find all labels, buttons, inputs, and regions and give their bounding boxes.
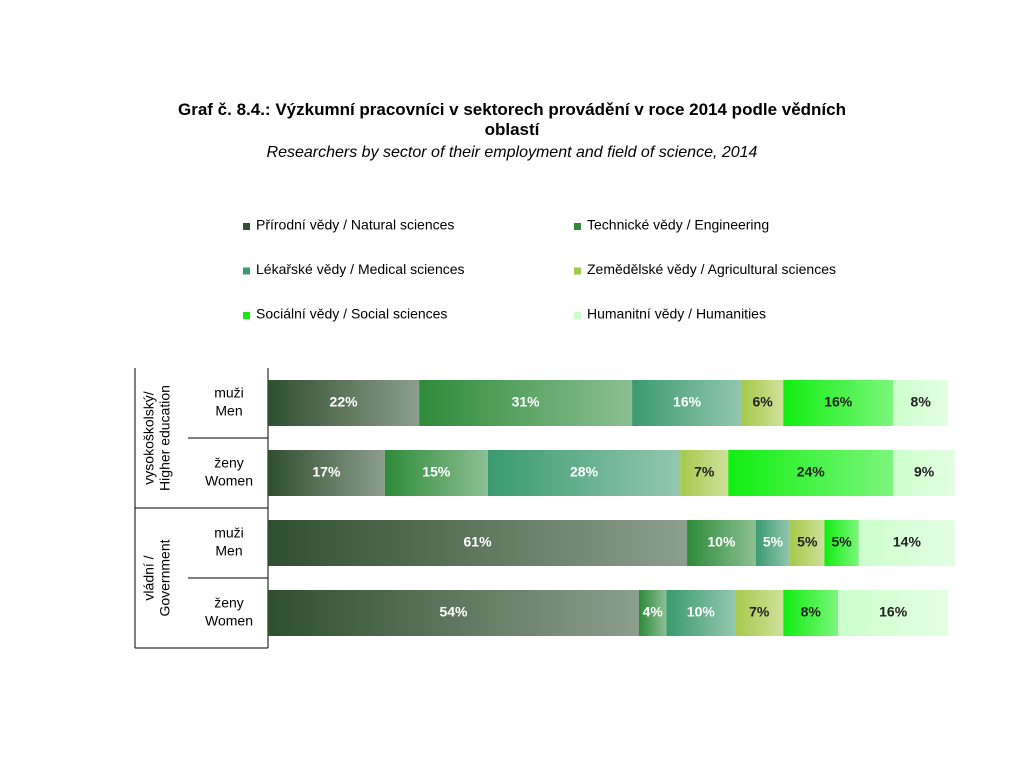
category-label: Men — [215, 403, 242, 419]
value-label: 4% — [643, 604, 664, 620]
legend-swatch — [574, 312, 581, 319]
legend-label: Lékařské vědy / Medical sciences — [256, 261, 465, 277]
bar-segment — [680, 450, 729, 496]
bar-segment — [268, 590, 639, 636]
value-label: 8% — [801, 604, 822, 620]
bar-segment — [666, 590, 736, 636]
category-label: muži — [214, 525, 244, 541]
bar-segment — [268, 450, 385, 496]
value-label: 5% — [832, 534, 853, 550]
legend-swatch — [243, 267, 250, 275]
category-label: Women — [205, 613, 253, 629]
bar-segment — [735, 590, 784, 636]
legend-label: Přírodní vědy / Natural sciences — [256, 217, 454, 233]
category-label: muži — [214, 385, 244, 401]
bar-segment — [824, 520, 859, 566]
legend-label: Sociální vědy / Social sciences — [256, 306, 447, 322]
legend-label: Zemědělské vědy / Agricultural sciences — [587, 261, 836, 277]
value-label: 31% — [512, 394, 541, 410]
chart-title: Graf č. 8.4.: Výzkumní pracovníci v sekt… — [178, 100, 846, 139]
legend-swatch — [574, 223, 581, 230]
value-label: 6% — [753, 394, 774, 410]
bar-segment — [728, 450, 894, 496]
value-label: 54% — [439, 604, 468, 620]
bar-segment — [783, 380, 894, 426]
value-label: 10% — [687, 604, 716, 620]
bar-segment — [638, 590, 667, 636]
value-label: 8% — [911, 394, 932, 410]
category-label: ženy — [214, 455, 244, 471]
bar-segment — [419, 380, 633, 426]
value-label: 5% — [763, 534, 784, 550]
bar-segment — [384, 450, 488, 496]
value-label: 16% — [824, 394, 853, 410]
legend-swatch — [243, 223, 250, 230]
legend-label: Humanitní vědy / Humanities — [587, 306, 766, 322]
bar-segment — [838, 590, 949, 636]
value-label: 15% — [422, 464, 451, 480]
legend-swatch — [574, 267, 581, 275]
category-label: Women — [205, 473, 253, 489]
value-label: 16% — [673, 394, 702, 410]
category-label: Men — [215, 543, 242, 559]
value-label: 16% — [879, 604, 908, 620]
category-label: ženy — [214, 595, 244, 611]
group-label: vysokoškolský/ — [141, 391, 157, 484]
value-label: 28% — [570, 464, 599, 480]
value-label: 61% — [464, 534, 493, 550]
bar-segment — [487, 450, 681, 496]
group-label: vládní / — [141, 555, 157, 600]
bar-segment — [268, 380, 420, 426]
bar-segment — [742, 380, 784, 426]
bar-segment — [858, 520, 955, 566]
bar-segment — [783, 590, 839, 636]
value-label: 7% — [749, 604, 770, 620]
group-label: Government — [157, 539, 173, 616]
group-label: Higher education — [157, 385, 173, 491]
value-label: 14% — [893, 534, 922, 550]
legend-label: Technické vědy / Engineering — [587, 217, 769, 233]
bar-segment — [268, 520, 688, 566]
value-label: 24% — [797, 464, 826, 480]
bar-segment — [687, 520, 756, 566]
bar-segment — [632, 380, 743, 426]
value-label: 9% — [914, 464, 935, 480]
legend-swatch — [243, 312, 250, 319]
value-label: 17% — [312, 464, 341, 480]
value-label: 22% — [330, 394, 359, 410]
bar-segment — [893, 380, 949, 426]
bar-segment — [893, 450, 955, 496]
chart-subtitle: Researchers by sector of their employmen… — [266, 144, 758, 161]
value-label: 10% — [707, 534, 736, 550]
value-label: 5% — [797, 534, 818, 550]
value-label: 7% — [694, 464, 715, 480]
bar-segment — [755, 520, 791, 566]
bar-segment — [790, 520, 825, 566]
